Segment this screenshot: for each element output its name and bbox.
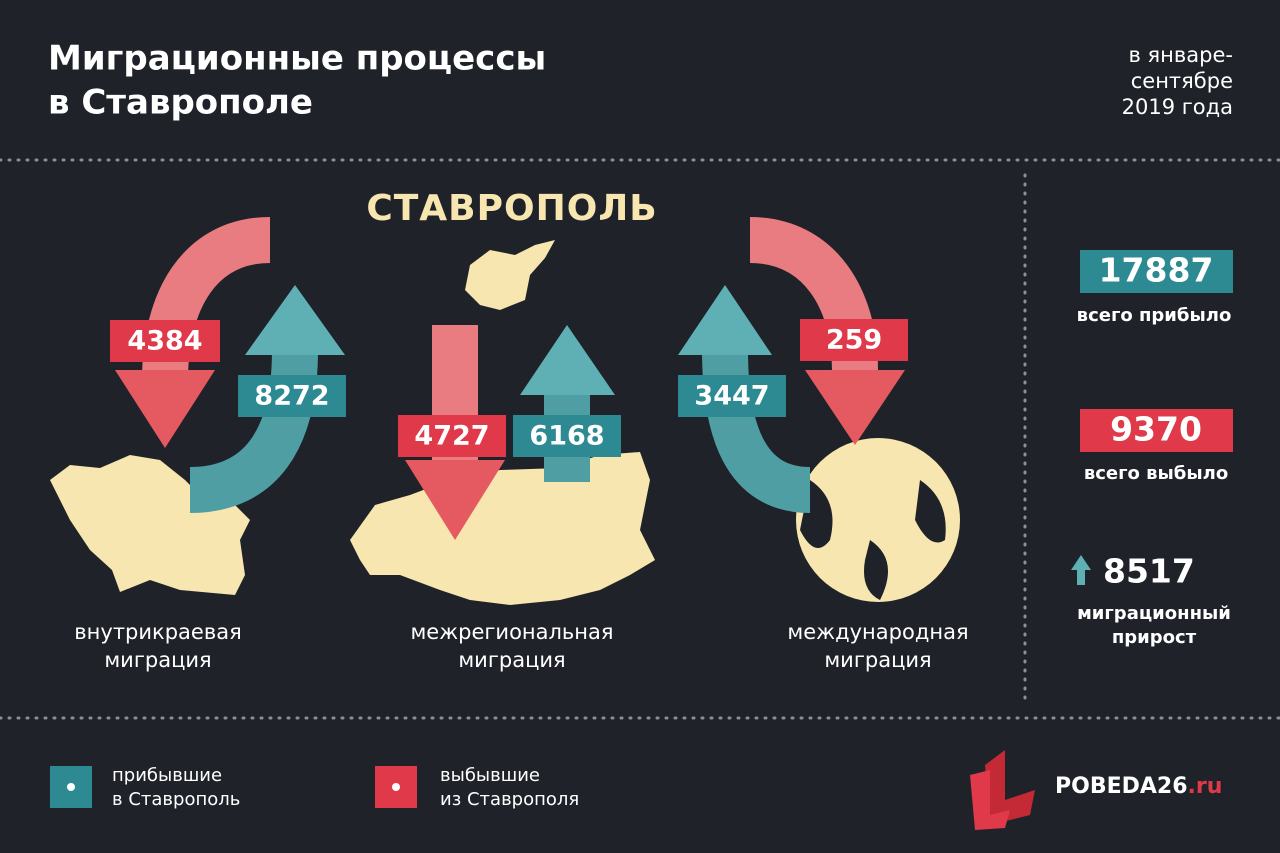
brand-logo (970, 750, 1035, 830)
period: сентябре (1131, 69, 1233, 93)
group-label: внутрикраевая (74, 620, 241, 644)
brand-tld: .ru (1188, 774, 1223, 799)
arrow-head (115, 370, 215, 448)
group-label: миграция (458, 648, 565, 672)
arrow-head (805, 370, 905, 445)
city-title: СТАВРОПОЛЬ (366, 188, 657, 229)
total-box (1080, 250, 1233, 293)
legend-text: прибывшие (112, 765, 222, 786)
arrived-value: 6168 (529, 421, 604, 452)
legend-text: из Ставрополя (440, 789, 579, 810)
value-box (800, 319, 908, 361)
title: Миграционные процессы (48, 39, 546, 79)
growth-arrow (1071, 555, 1091, 570)
total-box (1080, 409, 1233, 452)
total-label: прирост (1112, 627, 1197, 648)
stavropol-map (465, 240, 555, 310)
total-label: всего прибыло (1077, 305, 1232, 326)
period: 2019 года (1122, 95, 1233, 119)
brand-name: POBEDA26 (1055, 774, 1188, 799)
brand: POBEDA26.ru (1055, 774, 1222, 799)
total-label: всего выбыло (1084, 463, 1228, 484)
period: в январе- (1129, 43, 1234, 67)
total-arrived: 17887 (1099, 251, 1214, 290)
group-label: миграция (824, 648, 931, 672)
legend-dot (67, 783, 75, 791)
departed-value: 4727 (414, 421, 489, 452)
region-map (50, 455, 250, 595)
group-label: миграция (104, 648, 211, 672)
globe (796, 438, 960, 602)
value-box (238, 375, 346, 417)
arrow-head (405, 460, 505, 540)
total-departed: 9370 (1110, 410, 1202, 449)
departed-value: 4384 (127, 326, 202, 357)
group-label: межрегиональная (410, 620, 613, 644)
arrow-head (678, 285, 772, 355)
value-box (398, 415, 506, 457)
growth-arrow (1077, 569, 1085, 585)
group-label: международная (787, 620, 968, 644)
arrived-value: 8272 (254, 381, 329, 412)
value-box (110, 320, 220, 362)
legend-dot (392, 783, 400, 791)
departed-value: 259 (826, 325, 882, 356)
value-box (513, 415, 621, 457)
title: в Ставрополе (48, 83, 313, 123)
arrow-head (520, 325, 615, 395)
legend-text: выбывшие (440, 765, 540, 786)
total-label: миграционный (1077, 603, 1231, 624)
total-growth: 8517 (1103, 552, 1195, 591)
arrow-head (245, 285, 345, 355)
arrived-value: 3447 (694, 381, 769, 412)
legend-text: в Ставрополь (112, 789, 240, 810)
value-box (678, 375, 786, 417)
